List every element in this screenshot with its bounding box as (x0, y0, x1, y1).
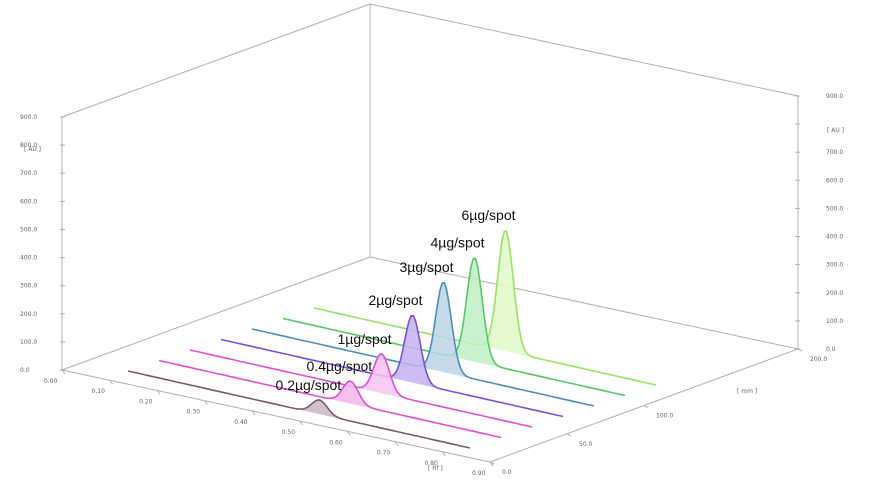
x-axis-label: [ Rf ] (428, 465, 443, 472)
x-tick-label: 0.80 (424, 460, 438, 467)
frame-edge (61, 256, 371, 371)
y-axis-label-right: [ AU ] (827, 127, 844, 134)
y-tick-label-right: 700.0 (826, 149, 843, 156)
x-tick-mark (61, 369, 66, 375)
axis-frame (61, 3, 799, 463)
series-label: 2µg/spot (369, 292, 423, 308)
series-label: 0.4µg/spot (307, 358, 373, 374)
frame-edge (61, 369, 491, 463)
frame-edge (369, 3, 799, 97)
y-tick-label-right: 0.0 (826, 346, 836, 353)
y-tick-label-right: 100.0 (826, 318, 843, 325)
x-tick-mark (109, 379, 113, 385)
y-axis-label-left: [ AU ] (24, 146, 41, 153)
x-axis-ticks: 0.00 0.10 0.20 0.30 0.40 0.50 0.60 0.70 0.80 0.90 (44, 369, 494, 477)
series-label: 3µg/spot (400, 259, 454, 275)
x-tick-mark (442, 451, 446, 457)
series-peak-fill (339, 354, 423, 403)
y-tick-label-left: 500.0 (20, 226, 37, 233)
z-tick-mark (489, 461, 495, 465)
x-tick-mark (394, 441, 399, 446)
z-tick-mark (566, 433, 572, 437)
series-peak-fill (308, 381, 392, 413)
y-tick-label-right: 300.0 (826, 262, 843, 269)
y-tick-label-left: 200.0 (20, 311, 37, 318)
x-tick-label: 0.10 (92, 388, 106, 395)
y-tick-label-left: 300.0 (20, 283, 37, 290)
x-tick-label: 0.20 (139, 398, 153, 405)
z-tick-mark (643, 405, 649, 408)
series-label: 1µg/spot (338, 331, 392, 347)
z-tick-label: 200.0 (810, 356, 827, 363)
z-tick-label: 100.0 (656, 413, 673, 420)
x-tick-label: 0.00 (44, 378, 58, 385)
y-tick-label-left: 0.0 (20, 367, 30, 374)
x-tick-mark (204, 400, 209, 405)
x-tick-label: 0.40 (234, 419, 248, 426)
y-tick-label-right: 900.0 (826, 93, 843, 100)
x-tick-mark (251, 410, 256, 416)
x-tick-label: 0.90 (472, 470, 486, 477)
series-label: 4µg/spot (431, 235, 485, 251)
x-tick-label: 0.60 (329, 439, 343, 446)
y-tick-label-right: 500.0 (826, 205, 843, 212)
series-labels: 6µg/spot 4µg/spot 3µg/spot 2µg/spot 1µg/spot… (276, 207, 516, 393)
z-axis-ticks: 0.0 50.0 100.0 200.0 (489, 348, 827, 476)
series-peak-fill (432, 258, 516, 371)
y-tick-label-left: 400.0 (20, 255, 37, 262)
series-label: 6µg/spot (462, 207, 516, 223)
series-trace (158, 359, 502, 439)
y-tick-label-left: 600.0 (20, 198, 37, 205)
series-peak-fill (401, 282, 485, 382)
y-tick-label-right: 600.0 (826, 177, 843, 184)
series-peak-fill (277, 400, 361, 424)
series-traces (127, 230, 657, 449)
x-tick-label: 0.70 (377, 450, 391, 457)
z-tick-label: 50.0 (579, 441, 593, 448)
series-label: 0.2µg/spot (276, 377, 342, 393)
y-tick-label-left: 700.0 (20, 170, 37, 177)
series-peak-fill (370, 315, 454, 392)
x-tick-mark (299, 420, 304, 426)
frame-edge (61, 3, 371, 118)
y-tick-label-right: 200.0 (826, 290, 843, 297)
z-axis-label: [ mm ] (737, 388, 757, 395)
y-axis-right-ticks: 0.0 100.0 200.0 300.0 400.0 500.0 600.0 700.0 90… (795, 93, 843, 353)
y-tick-label-right: 400.0 (826, 234, 843, 241)
x-tick-label: 0.50 (282, 429, 296, 436)
y-tick-label-left: 800.0 (20, 142, 37, 149)
z-tick-label: 0.0 (502, 469, 512, 476)
series-trace (220, 315, 564, 418)
y-axis-left-ticks: 0.0 100.0 200.0 300.0 400.0 500.0 600.0 700.0 80… (20, 114, 65, 374)
x-tick-label: 0.30 (187, 409, 201, 416)
series-peak-fill (463, 231, 547, 361)
series-trace (127, 370, 471, 449)
y-tick-label-left: 100.0 (20, 339, 37, 346)
y-tick-label-left: 900.0 (20, 114, 37, 121)
x-tick-mark (156, 390, 161, 395)
series-trace (189, 349, 533, 428)
series-trace (282, 257, 626, 397)
z-tick-mark (797, 348, 803, 352)
x-tick-mark (346, 431, 351, 436)
frame-edge (369, 256, 799, 350)
